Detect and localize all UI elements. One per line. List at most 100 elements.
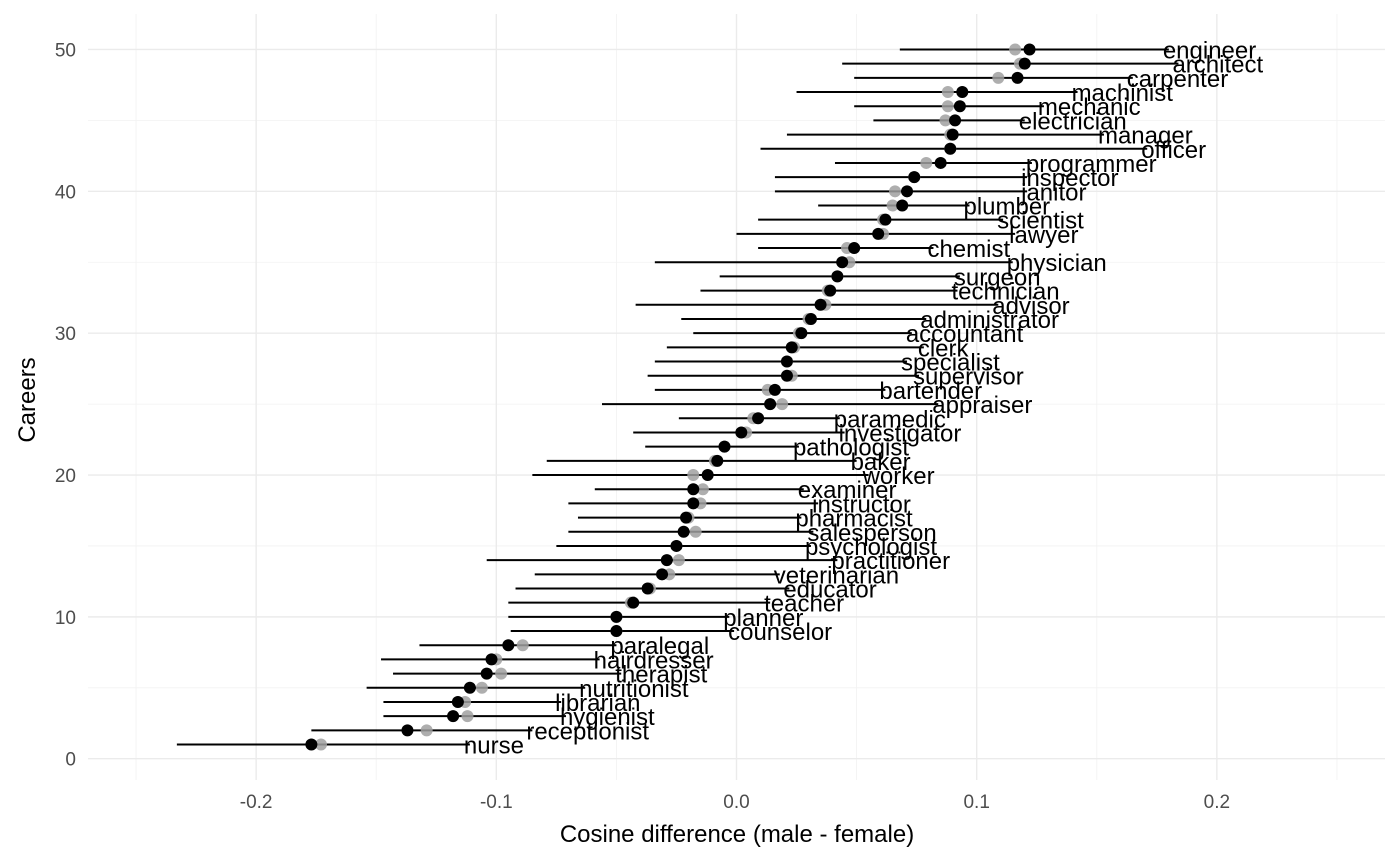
- career-label-officer: officer: [1141, 137, 1206, 164]
- career-label-nutritionist: nutritionist: [579, 676, 689, 703]
- career-label-accountant: accountant: [906, 321, 1024, 348]
- data-point: [814, 298, 827, 311]
- secondary-point: [992, 71, 1005, 84]
- career-labels: engineerarchitectcarpentermachinistmecha…: [464, 37, 1264, 759]
- career-label-baker: baker: [851, 449, 911, 476]
- data-point: [701, 469, 714, 482]
- career-label-engineer: engineer: [1163, 37, 1256, 64]
- data-point: [711, 454, 724, 467]
- data-point: [1023, 43, 1036, 56]
- career-label-examiner: examiner: [798, 477, 897, 504]
- secondary-point: [920, 156, 933, 169]
- data-point: [949, 114, 962, 127]
- career-label-receptionist: receptionist: [526, 718, 649, 745]
- career-label-lawyer: lawyer: [1009, 222, 1078, 249]
- career-label-technician: technician: [951, 279, 1059, 306]
- y-tick-label: 0: [65, 750, 76, 771]
- career-label-carpenter: carpenter: [1127, 66, 1228, 93]
- data-point: [451, 695, 464, 708]
- career-label-appraiser: appraiser: [932, 392, 1032, 419]
- career-label-plumber: plumber: [963, 194, 1050, 221]
- data-point: [718, 440, 731, 453]
- career-label-scientist: scientist: [997, 208, 1084, 235]
- secondary-point: [1009, 43, 1022, 56]
- secondary-point: [420, 724, 433, 737]
- career-label-janitor: janitor: [1020, 179, 1086, 206]
- career-label-specialist: specialist: [901, 350, 1000, 377]
- career-label-pathologist: pathologist: [793, 435, 909, 462]
- data-point: [610, 610, 623, 623]
- secondary-point: [939, 114, 952, 127]
- data-point: [641, 582, 654, 595]
- secondary-point: [516, 639, 529, 652]
- career-label-practitioner: practitioner: [831, 548, 950, 575]
- data-point: [780, 355, 793, 368]
- data-point: [872, 227, 885, 240]
- data-point: [677, 525, 690, 538]
- data-point: [1018, 57, 1031, 70]
- secondary-point: [314, 738, 327, 751]
- data-point: [401, 724, 414, 737]
- data-point: [752, 412, 765, 425]
- primary-points: [305, 43, 1036, 751]
- data-point: [934, 156, 947, 169]
- data-point: [946, 128, 959, 141]
- x-tick-label: -0.2: [240, 792, 273, 813]
- career-label-architect: architect: [1172, 52, 1263, 79]
- secondary-point: [941, 100, 954, 113]
- career-label-inspector: inspector: [1021, 165, 1118, 192]
- data-point: [780, 369, 793, 382]
- secondary-point: [689, 525, 702, 538]
- data-point: [785, 341, 798, 354]
- y-tick-label: 10: [55, 608, 76, 629]
- data-point: [1011, 71, 1024, 84]
- career-label-physician: physician: [1007, 250, 1107, 277]
- career-label-clerk: clerk: [918, 335, 970, 362]
- secondary-point: [461, 710, 474, 723]
- career-label-nurse: nurse: [464, 733, 524, 760]
- data-point: [768, 383, 781, 396]
- data-point: [687, 483, 700, 496]
- data-point: [660, 554, 673, 567]
- career-label-chemist: chemist: [927, 236, 1010, 263]
- career-label-therapist: therapist: [615, 662, 707, 689]
- career-label-educator: educator: [783, 577, 876, 604]
- data-point: [944, 142, 957, 155]
- y-tick-label: 20: [55, 466, 76, 487]
- career-label-mechanic: mechanic: [1038, 94, 1141, 121]
- secondary-point: [687, 469, 700, 482]
- secondary-point: [475, 681, 488, 694]
- data-point: [670, 539, 683, 552]
- secondary-point: [495, 667, 508, 680]
- x-tick-label: -0.1: [480, 792, 513, 813]
- data-point: [480, 667, 493, 680]
- data-point: [901, 185, 914, 198]
- secondary-point: [941, 86, 954, 99]
- data-point: [824, 284, 837, 297]
- x-tick-label: 0.2: [1204, 792, 1230, 813]
- career-label-hairdresser: hairdresser: [594, 647, 714, 674]
- x-axis-ticks: -0.2 -0.1 0.0 0.1 0.2: [240, 792, 1230, 813]
- secondary-point: [696, 483, 709, 496]
- career-label-advisor: advisor: [992, 293, 1069, 320]
- career-label-electrician: electrician: [1019, 108, 1127, 135]
- career-label-paramedic: paramedic: [834, 406, 946, 433]
- career-label-salesperson: salesperson: [807, 520, 936, 547]
- career-label-surgeon: surgeon: [954, 264, 1041, 291]
- data-point: [956, 86, 969, 99]
- data-point: [836, 256, 849, 269]
- career-label-pharmacist: pharmacist: [795, 506, 913, 533]
- data-point: [627, 596, 640, 609]
- data-point: [804, 312, 817, 325]
- data-point: [656, 568, 669, 581]
- career-label-teacher: teacher: [764, 591, 844, 618]
- career-label-programmer: programmer: [1026, 151, 1157, 178]
- career-label-veterinarian: veterinarian: [774, 562, 899, 589]
- career-label-administrator: administrator: [920, 307, 1059, 334]
- data-point: [463, 681, 476, 694]
- data-point: [687, 497, 700, 510]
- y-axis-ticks: 0 10 20 30 40 50: [55, 40, 76, 770]
- data-point: [896, 199, 909, 212]
- y-tick-label: 40: [55, 182, 76, 203]
